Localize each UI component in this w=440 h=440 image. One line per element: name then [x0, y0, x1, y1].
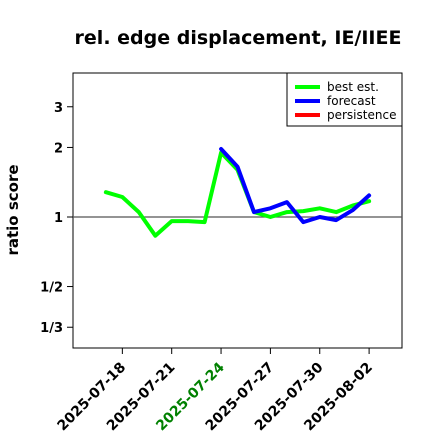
- y-tick-label: 3: [54, 101, 63, 116]
- y-axis-label: ratio score: [4, 164, 22, 255]
- series-layer: [103, 147, 372, 238]
- y-tick-label: 1/3: [40, 321, 63, 336]
- y-tick-label: 1/2: [40, 281, 63, 296]
- series-line-forecast: [219, 147, 372, 225]
- legend-label: best est.: [327, 80, 379, 94]
- chart-title: rel. edge displacement, IE/IIEE: [75, 27, 402, 49]
- plot-frame: [72, 72, 403, 349]
- legend-label: persistence: [327, 108, 396, 122]
- y-axis: 1/3 1/2 1 2 3: [40, 101, 73, 336]
- y-tick-label: 2: [54, 141, 63, 156]
- y-tick-label: 1: [54, 211, 63, 226]
- x-axis: 2025-07-182025-07-212025-07-242025-07-27…: [55, 348, 376, 434]
- legend-label: forecast: [327, 94, 376, 108]
